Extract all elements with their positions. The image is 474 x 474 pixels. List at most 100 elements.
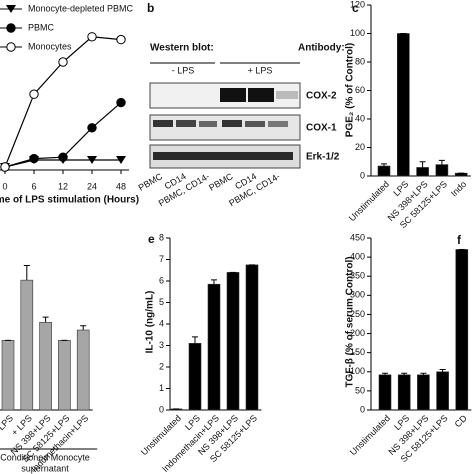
y-tick-label: 0 bbox=[360, 170, 365, 180]
band bbox=[220, 88, 246, 102]
x-tick-label: Indo bbox=[449, 179, 468, 198]
error-bar bbox=[192, 336, 198, 344]
bar bbox=[416, 167, 429, 177]
x-tick-label: 12 bbox=[58, 181, 68, 191]
blot-strip bbox=[149, 114, 301, 141]
band bbox=[248, 88, 274, 102]
x-tick-label: Unstimulated bbox=[348, 413, 392, 457]
legend-label: Monocyte-depleted PBMC bbox=[28, 3, 134, 13]
panel-label: c bbox=[352, 1, 359, 15]
y-tick-label: 8 bbox=[159, 232, 164, 242]
y-tick-label: 250 bbox=[350, 309, 365, 319]
point bbox=[116, 156, 126, 164]
x-tick-label: 6 bbox=[31, 181, 36, 191]
y-tick-label: 350 bbox=[350, 271, 365, 281]
bar bbox=[417, 374, 430, 411]
antibody-heading: Antibody: bbox=[298, 43, 345, 54]
bar bbox=[396, 33, 410, 177]
antibody-label: COX-2 bbox=[306, 91, 337, 102]
bar bbox=[378, 374, 392, 411]
x-tick-label: 24 bbox=[87, 181, 97, 191]
band bbox=[245, 121, 265, 127]
point bbox=[58, 57, 68, 67]
y-tick-label: 400 bbox=[350, 251, 365, 261]
x-tick-label: CD bbox=[453, 413, 470, 430]
y-tick-label: 300 bbox=[350, 290, 365, 300]
point bbox=[29, 89, 39, 99]
error-bar bbox=[401, 372, 408, 375]
y-tick-label: 450 bbox=[350, 232, 365, 242]
bar bbox=[76, 329, 90, 411]
band bbox=[222, 120, 242, 127]
y-tick-label: 60 bbox=[355, 85, 365, 95]
y-tick-label: 3 bbox=[159, 340, 164, 350]
point bbox=[29, 153, 39, 164]
line-chart: 0 6 12 24 48 Time of LPS stimulation (Hours) M… bbox=[0, 3, 139, 206]
legend-marker bbox=[6, 23, 16, 33]
bar bbox=[245, 264, 259, 411]
y-tick-label: 20 bbox=[355, 142, 365, 152]
point bbox=[87, 156, 97, 164]
y-tick-label: 120 bbox=[350, 0, 365, 9]
y-axis-label: TGF-β (% of serum Control) bbox=[345, 256, 356, 387]
y-tick-label: 40 bbox=[355, 113, 365, 123]
y-tick-label: 6 bbox=[159, 275, 164, 285]
y-tick-label: 2 bbox=[159, 361, 164, 371]
band bbox=[176, 120, 196, 127]
lane-label: PBMC bbox=[137, 171, 165, 193]
bar bbox=[188, 343, 202, 411]
panel-label: f bbox=[457, 233, 462, 247]
bar bbox=[377, 165, 391, 177]
error-bar bbox=[419, 161, 426, 168]
y-tick-label: 100 bbox=[350, 28, 365, 38]
antibody-label: COX-1 bbox=[306, 123, 337, 134]
band bbox=[268, 121, 288, 127]
band bbox=[199, 121, 217, 127]
y-tick-label: 100 bbox=[350, 366, 365, 376]
blot-heading: Western blot: bbox=[150, 43, 214, 54]
error-bar bbox=[211, 279, 217, 285]
y-tick-label: 4 bbox=[159, 318, 164, 328]
legend-label: PBMC bbox=[28, 22, 55, 32]
panel-label: b bbox=[147, 1, 154, 15]
legend-marker bbox=[6, 42, 16, 52]
bar bbox=[435, 164, 449, 177]
bar bbox=[1, 340, 15, 411]
error-bar bbox=[382, 372, 388, 375]
lane-label: PBMC bbox=[207, 171, 235, 193]
y-tick-label: 150 bbox=[350, 347, 365, 357]
band bbox=[276, 91, 298, 99]
x-axis-label: Time of LPS stimulation (Hours) bbox=[0, 195, 139, 206]
y-axis-label: IL-10 (ng/mL) bbox=[145, 291, 156, 354]
bar bbox=[436, 371, 449, 411]
bar bbox=[58, 340, 71, 411]
point bbox=[116, 97, 126, 108]
bar bbox=[39, 321, 52, 411]
bar bbox=[207, 283, 221, 411]
error-bar bbox=[381, 163, 387, 167]
point bbox=[58, 152, 68, 162]
antibody-label: Erk-1/2 bbox=[306, 152, 340, 163]
error-bar bbox=[420, 372, 427, 375]
y-tick-label: 0 bbox=[360, 404, 365, 414]
band bbox=[153, 152, 293, 160]
error-bar bbox=[23, 265, 30, 281]
group-label: supernatant bbox=[21, 463, 69, 473]
legend-label: Monocytes bbox=[28, 41, 72, 51]
point bbox=[116, 34, 126, 45]
series-line bbox=[4, 36, 122, 168]
point bbox=[87, 123, 97, 133]
bar-chart: 0 50 100 150 200 250 300 350 400 450 TGF-β (% of s… bbox=[345, 232, 472, 464]
y-tick-label: 50 bbox=[355, 385, 365, 395]
bar bbox=[20, 279, 34, 411]
y-tick-label: 5 bbox=[159, 297, 164, 307]
band bbox=[153, 120, 173, 127]
bar bbox=[397, 374, 411, 411]
legend-marker bbox=[6, 5, 16, 13]
y-tick-label: 200 bbox=[350, 328, 365, 338]
error-bar bbox=[438, 159, 445, 165]
x-tick-label: 0 bbox=[2, 181, 7, 191]
